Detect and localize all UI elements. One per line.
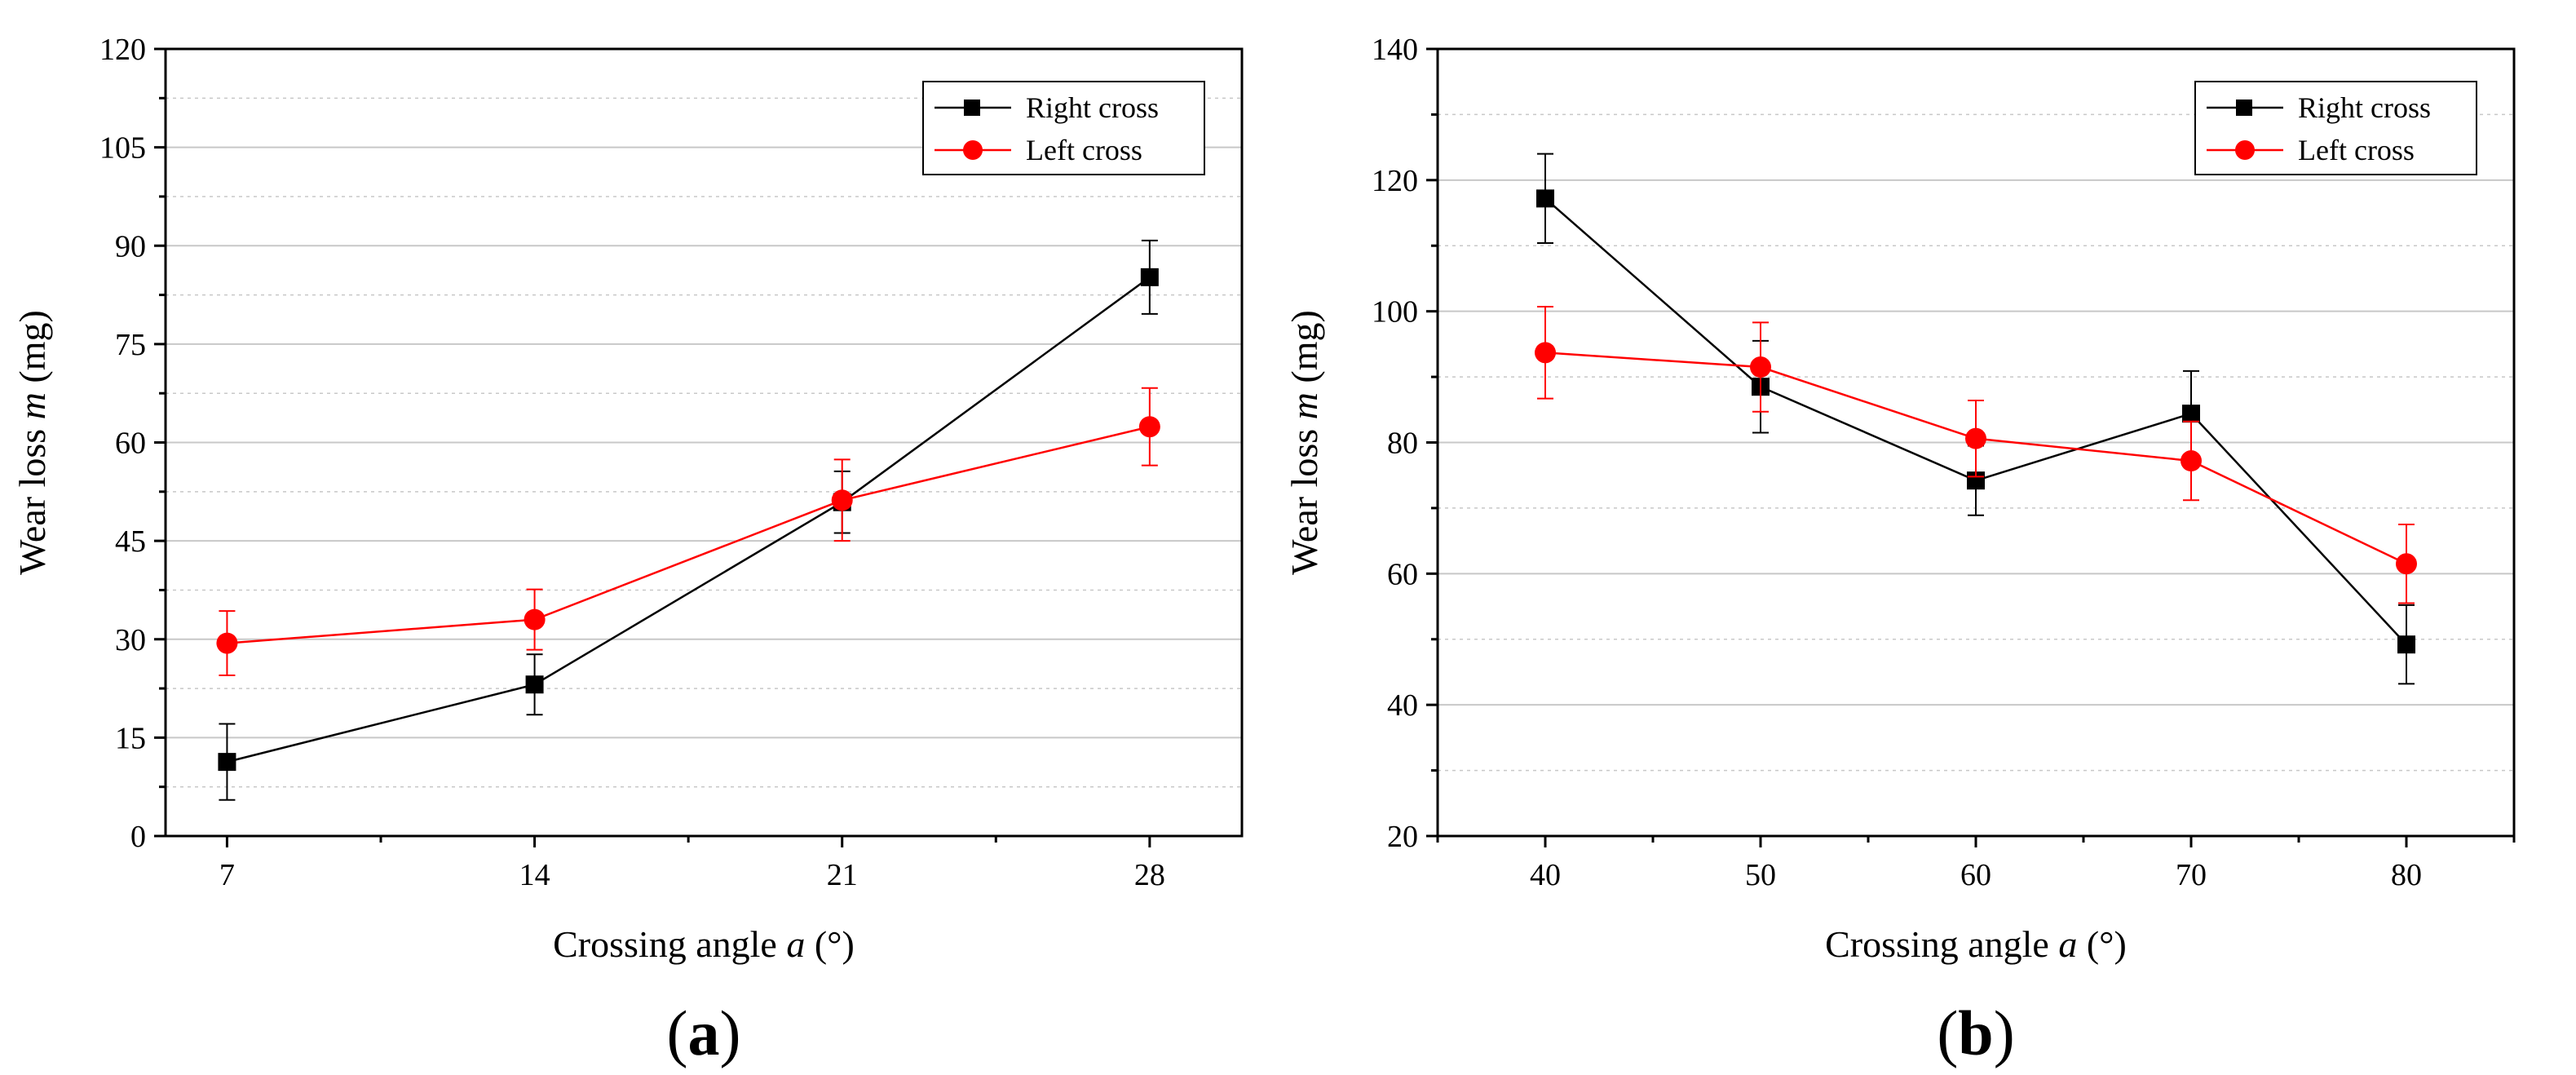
chart-b-x-tick-label: 80 [2391,858,2422,892]
chart-b-left-cross-point [2396,553,2417,575]
chart-b-plot-frame [1436,47,2516,838]
chart-b-y-tick-label: 100 [1372,295,1418,330]
chart-a-panel-label: (a) [667,998,741,1068]
chart-b-panel-label: (b) [1937,998,2014,1068]
chart-b-legend-left-cross-entry: Left cross [2207,134,2415,166]
chart-a-y-axis-label: Wear loss m (mg) [11,310,53,575]
chart-b-right-cross-point [2182,405,2200,423]
chart-a-left-cross-point [524,608,546,630]
chart-b-y-tick-label: 140 [1372,33,1418,67]
chart-b-right-cross-point [2397,635,2415,654]
chart-a-right-cross-point [525,675,544,694]
chart-b-left-cross-point [1965,427,1986,449]
chart-b-legend-right-cross-entry: Right cross [2207,91,2431,124]
chart-a-x-tick-label: 28 [1134,858,1165,892]
chart-a-ticks: 0 15 30 45 60 75 90 105 120 7 14 21 28 [99,33,1165,892]
chart-a-right-cross-point [1140,268,1159,286]
chart-b-left-cross-point [1535,342,1556,364]
chart-a-left-cross-point [216,632,238,654]
chart-a-legend-left-cross-marker [963,140,983,160]
chart-b-legend-right-cross-marker [2236,100,2252,116]
chart-b-y-axis-label: Wear loss m (mg) [1284,310,1325,575]
chart-b-y-tick-label: 120 [1372,164,1418,198]
chart-a-series [216,239,1160,801]
chart-b-x-tick-label: 50 [1745,858,1776,892]
chart-panel-b: 20 40 60 80 100 120 140 40 50 60 70 80 Right cross L… [1284,33,2516,1068]
chart-b-legend-left-cross-label: Left cross [2298,134,2415,166]
chart-a-y-tick-label: 105 [99,131,146,166]
chart-a-legend-right-cross-entry: Right cross [935,91,1159,124]
chart-a-y-tick-label: 0 [130,820,146,854]
chart-a-y-tick-label: 15 [115,721,146,755]
chart-a-left-cross-point [1138,416,1160,438]
chart-b-y-tick-label: 60 [1387,557,1418,591]
chart-a-y-tick-label: 30 [115,623,146,657]
chart-a-legend-right-cross-label: Right cross [1026,91,1159,124]
chart-a-left-cross-line [227,425,1151,644]
chart-b-legend-left-cross-marker [2235,140,2255,160]
chart-a-legend-right-cross-marker [964,100,980,116]
chart-b-y-tick-label: 80 [1387,427,1418,461]
chart-a-right-cross-point [218,753,236,772]
chart-b-legend: Right cross Left cross [2194,81,2477,175]
chart-b-x-tick-label: 70 [2176,858,2207,892]
chart-b-left-cross-point [2181,450,2202,472]
chart-b-x-tick-label: 60 [1960,858,1991,892]
chart-a-y-tick-label: 60 [115,427,146,461]
chart-a-y-tick-label: 120 [99,33,146,67]
chart-b-x-axis-label: Crossing angle a (°) [1825,923,2127,965]
chart-a-y-tick-label: 75 [115,328,146,362]
chart-a-legend: Right cross Left cross [922,81,1205,175]
chart-b-ticks: 20 40 60 80 100 120 140 40 50 60 70 80 [1372,33,2516,892]
chart-a-y-tick-label: 45 [115,524,146,559]
chart-a-x-axis-label: Crossing angle a (°) [553,923,855,965]
chart-a-y-tick-label: 90 [115,229,146,263]
chart-b-legend-right-cross-label: Right cross [2298,91,2431,124]
chart-b-y-tick-label: 40 [1387,688,1418,723]
chart-a-legend-left-cross-entry: Left cross [935,134,1142,166]
chart-panel-a: 0 15 30 45 60 75 90 105 120 7 14 21 28 Right cross Le… [11,33,1244,1068]
chart-b-x-tick-label: 40 [1530,858,1561,892]
chart-a-plot-frame [164,47,1244,838]
chart-a-left-cross-point [831,489,853,511]
chart-a-right-cross-line [227,276,1151,763]
chart-a-x-tick-label: 21 [827,858,858,892]
chart-b-y-tick-label: 20 [1387,820,1418,854]
chart-b-right-cross-point [1536,189,1554,208]
chart-b-series [1535,153,2417,685]
chart-a-legend-left-cross-label: Left cross [1026,134,1142,166]
chart-a-x-tick-label: 14 [519,858,550,892]
chart-a-x-tick-label: 7 [219,858,235,892]
chart-b-left-cross-point [1750,356,1771,378]
